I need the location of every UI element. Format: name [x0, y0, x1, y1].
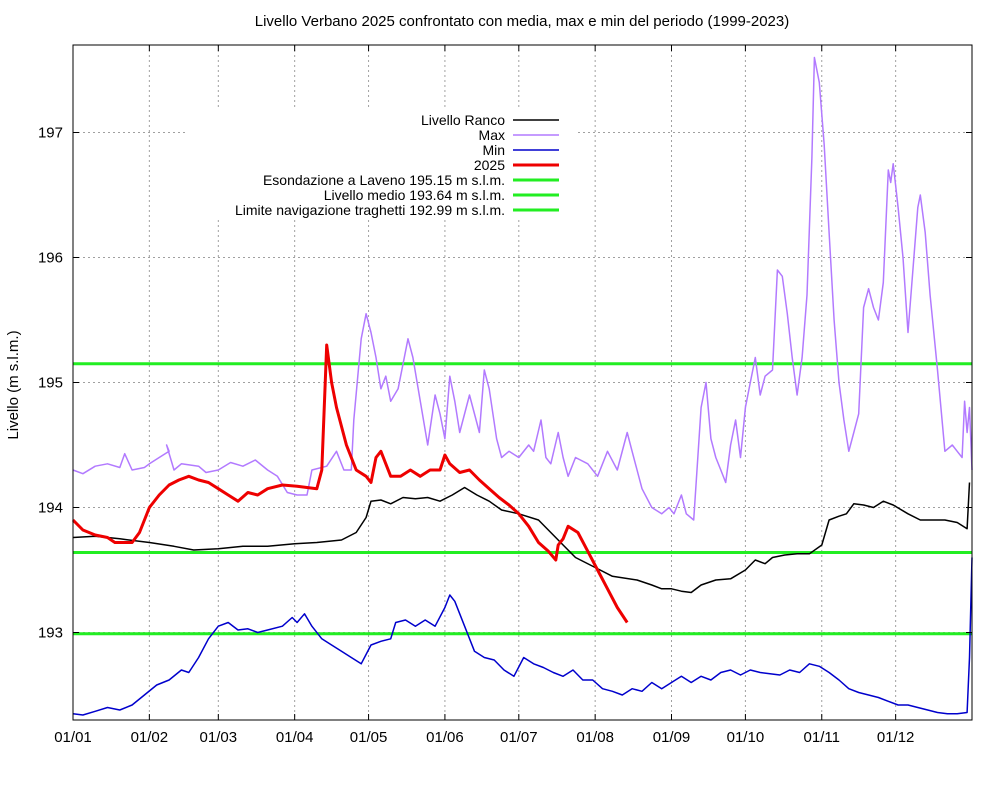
- x-tick-label: 01/03: [200, 729, 238, 746]
- legend-label: Livello Ranco: [421, 112, 505, 128]
- series-line: [72, 56, 973, 521]
- legend-label: Min: [482, 142, 505, 158]
- y-tick-label: 196: [38, 250, 63, 267]
- y-axis-label: Livello (m s.l.m.): [5, 330, 22, 439]
- x-tick-label: 01/02: [131, 729, 169, 746]
- y-tick-label: 194: [38, 500, 63, 517]
- legend-label: Livello medio 193.64 m s.l.m.: [324, 187, 505, 203]
- legend-label: Esondazione a Laveno 195.15 m s.l.m.: [263, 172, 505, 188]
- x-tick-label: 01/06: [426, 729, 464, 746]
- series-line: [72, 482, 971, 594]
- axis-ticks: 01/01 01/02 01/03 01/04 01/05 01/06 01/07 01/08…: [38, 45, 972, 746]
- x-tick-label: 01/07: [500, 729, 538, 746]
- legend-box: [185, 108, 575, 220]
- chart-title: Livello Verbano 2025 confrontato con med…: [255, 13, 790, 30]
- x-tick-label: 01/08: [576, 729, 614, 746]
- x-tick-label: 01/11: [804, 729, 840, 746]
- x-tick-label: 01/09: [653, 729, 691, 746]
- x-tick-label: 01/10: [727, 729, 765, 746]
- x-tick-label: 01/04: [276, 729, 314, 746]
- reference-lines: [73, 362, 972, 636]
- legend-label: 2025: [474, 157, 505, 173]
- legend-label: Limite navigazione traghetti 192.99 m s.…: [235, 202, 505, 218]
- y-tick-label: 195: [38, 375, 63, 392]
- series-line: [72, 557, 973, 716]
- series-lines: [71, 56, 973, 716]
- y-tick-label: 193: [38, 625, 63, 642]
- series-line: [71, 343, 629, 624]
- x-tick-label: 01/05: [350, 729, 388, 746]
- x-tick-label: 01/01: [54, 729, 92, 746]
- x-tick-label: 01/12: [877, 729, 915, 746]
- legend-label: Max: [479, 127, 505, 143]
- y-tick-label: 197: [38, 125, 63, 142]
